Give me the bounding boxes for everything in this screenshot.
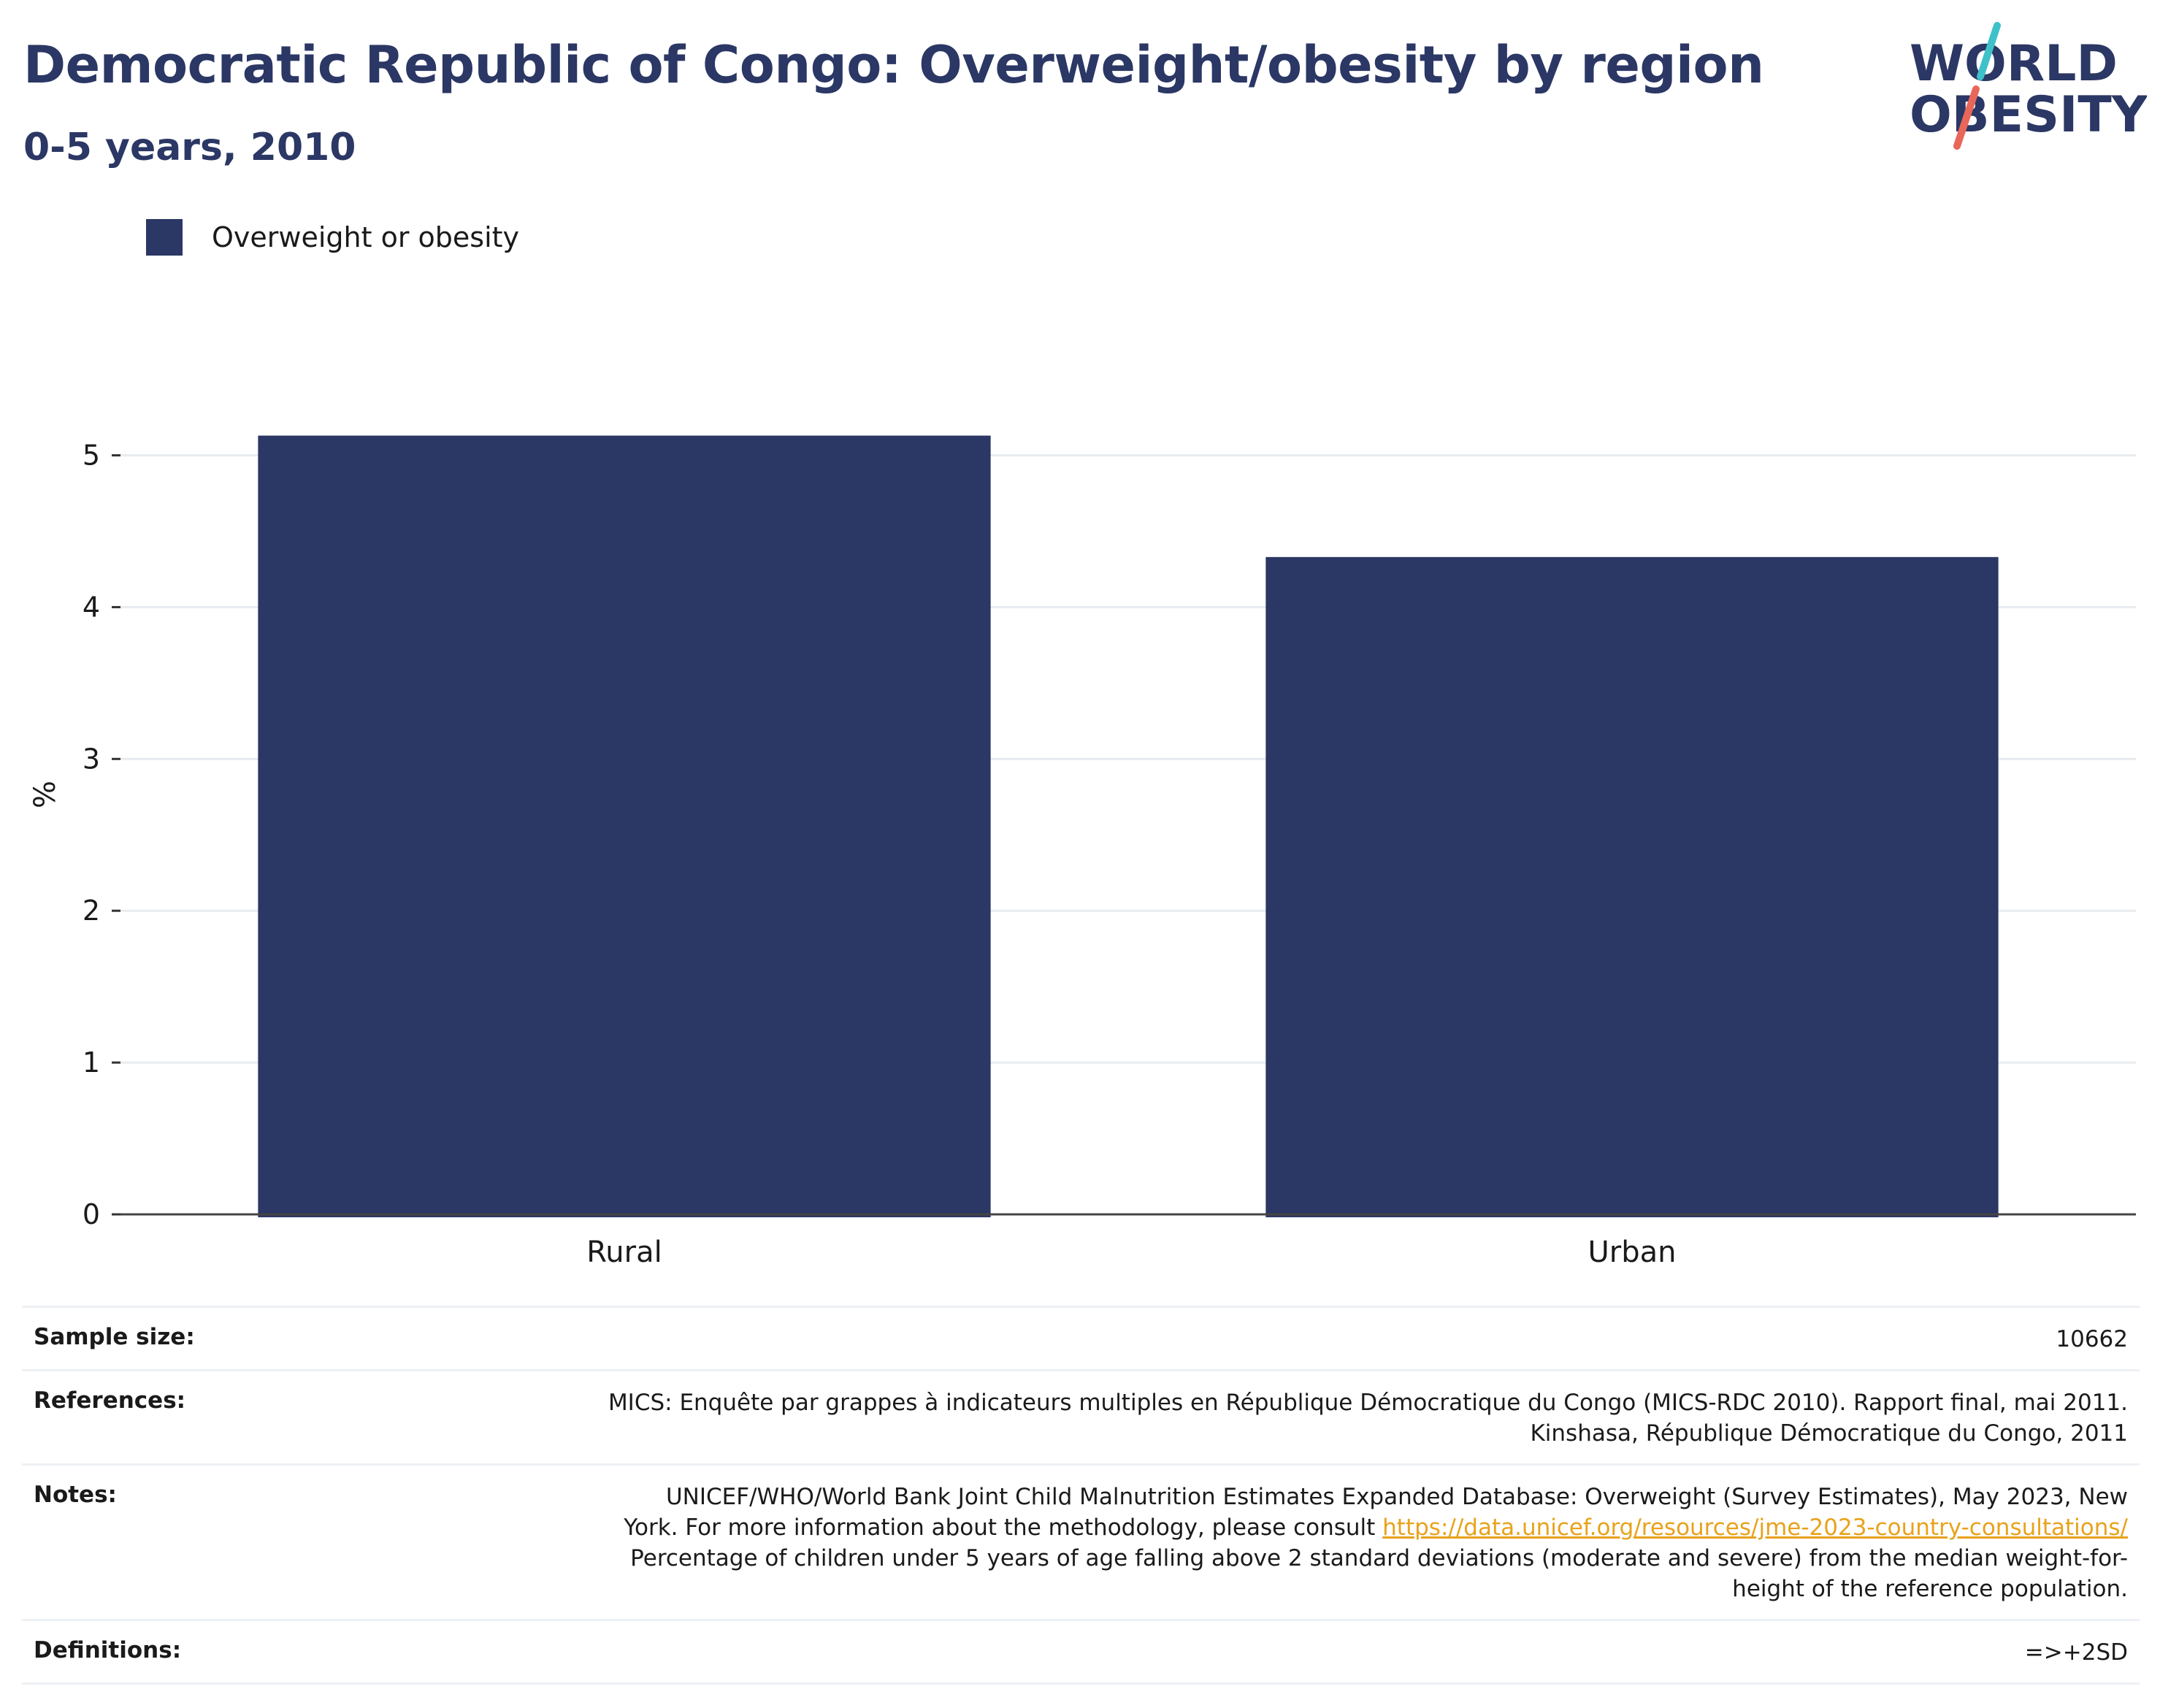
- notes-value: UNICEF/WHO/World Bank Joint Child Malnut…: [253, 1482, 2128, 1604]
- notes-line2: York. For more information about the met…: [624, 1514, 1383, 1541]
- bar-rural[interactable]: [258, 435, 991, 1217]
- sample-size-key: Sample size:: [34, 1324, 195, 1350]
- references-value: MICS: Enquête par grappes à indicateurs …: [253, 1387, 2128, 1449]
- y-tick-label: 5: [83, 440, 100, 472]
- logo-slash-teal: [1977, 22, 2001, 80]
- legend[interactable]: Overweight or obesity: [146, 215, 519, 259]
- legend-swatch: [146, 219, 183, 256]
- bar-urban[interactable]: [1265, 556, 1999, 1217]
- y-tick-label: 2: [83, 895, 100, 927]
- sample-size-value: 10662: [2056, 1326, 2128, 1352]
- x-tick-label: Urban: [1588, 1236, 1677, 1269]
- logo-line1: WORLD: [1910, 35, 2118, 93]
- y-tick-label: 1: [83, 1046, 100, 1079]
- y-axis-label: %: [28, 781, 62, 808]
- chart-subtitle: 0-5 years, 2010: [23, 126, 356, 169]
- x-tick-label: Rural: [586, 1236, 662, 1269]
- notes-key: Notes:: [34, 1482, 117, 1508]
- chart-title: Democratic Republic of Congo: Overweight…: [23, 35, 1764, 95]
- references-line2: Kinshasa, République Démocratique du Con…: [1530, 1420, 2128, 1447]
- sample-size-row: Sample size: 10662: [22, 1308, 2140, 1371]
- bars: [258, 435, 1999, 1217]
- notes-line1: UNICEF/WHO/World Bank Joint Child Malnut…: [665, 1484, 2128, 1510]
- definitions-value: =>+2SD: [2024, 1639, 2128, 1666]
- references-line1: MICS: Enquête par grappes à indicateurs …: [608, 1390, 2128, 1416]
- notes-row: Notes: UNICEF/WHO/World Bank Joint Child…: [22, 1466, 2140, 1621]
- y-tick-labels: 0 1 2 3 4 5: [83, 440, 120, 1230]
- methodology-link[interactable]: https://data.unicef.org/resources/jme-20…: [1382, 1514, 2128, 1541]
- bar-chart: 0 1 2 3 4 5 Rural Urban %: [28, 435, 2136, 1269]
- references-key: References:: [34, 1387, 186, 1414]
- definitions-key: Definitions:: [34, 1637, 182, 1663]
- y-tick-label: 3: [83, 743, 100, 775]
- y-tick-label: 4: [83, 591, 100, 623]
- legend-label: Overweight or obesity: [212, 221, 520, 253]
- definitions-row: Definitions: =>+2SD: [22, 1621, 2140, 1685]
- info-table: Sample size: 10662 References: MICS: Enq…: [22, 1306, 2140, 1685]
- logo-slash-red: [1953, 85, 1980, 150]
- y-tick-label: 0: [83, 1198, 100, 1230]
- notes-line4: height of the reference population.: [1732, 1576, 2128, 1602]
- x-tick-labels: Rural Urban: [120, 1213, 2136, 1269]
- logo-line2: OBESITY: [1910, 86, 2147, 144]
- references-row: References: MICS: Enquête par grappes à …: [22, 1371, 2140, 1466]
- world-obesity-logo: WORLD OBESITY: [1910, 22, 2147, 150]
- notes-line3: Percentage of children under 5 years of …: [630, 1545, 2128, 1571]
